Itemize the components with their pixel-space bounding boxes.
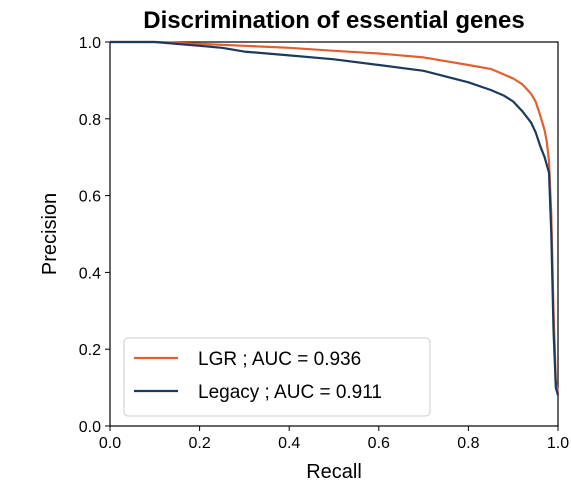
series-line-legacy — [110, 40, 560, 396]
x-tick-label: 0.2 — [188, 435, 210, 452]
legend-label-lgr: LGR ; AUC = 0.936 — [198, 349, 361, 370]
legend: LGR ; AUC = 0.936 Legacy ; AUC = 0.911 — [123, 337, 431, 417]
plot-area-frame — [109, 41, 559, 427]
x-axis-ticks: 0.0 0.2 0.4 0.6 0.8 1.0 — [99, 426, 569, 452]
series-line-lgr — [110, 40, 560, 394]
y-tick-label: 1.0 — [79, 35, 101, 52]
chart-title: Discrimination of essential genes — [143, 7, 524, 34]
series-lines — [110, 40, 560, 396]
y-tick-label: 0.2 — [79, 342, 101, 359]
x-tick-label: 0.0 — [99, 435, 121, 452]
x-tick-label: 0.6 — [368, 435, 390, 452]
x-tick-label: 1.0 — [547, 435, 569, 452]
y-axis-ticks: 0.0 0.2 0.4 0.6 0.8 1.0 — [79, 35, 110, 436]
x-tick-label: 0.8 — [457, 435, 479, 452]
x-axis-label: Recall — [306, 461, 362, 483]
y-tick-label: 0.4 — [79, 265, 101, 282]
legend-box — [123, 337, 431, 417]
x-tick-label: 0.4 — [278, 435, 300, 452]
legend-label-legacy: Legacy ; AUC = 0.911 — [198, 382, 382, 403]
y-axis-label: Precision — [39, 193, 61, 275]
y-tick-label: 0.6 — [79, 189, 101, 206]
y-tick-label: 0.8 — [79, 112, 101, 129]
y-tick-label: 0.0 — [79, 419, 101, 436]
